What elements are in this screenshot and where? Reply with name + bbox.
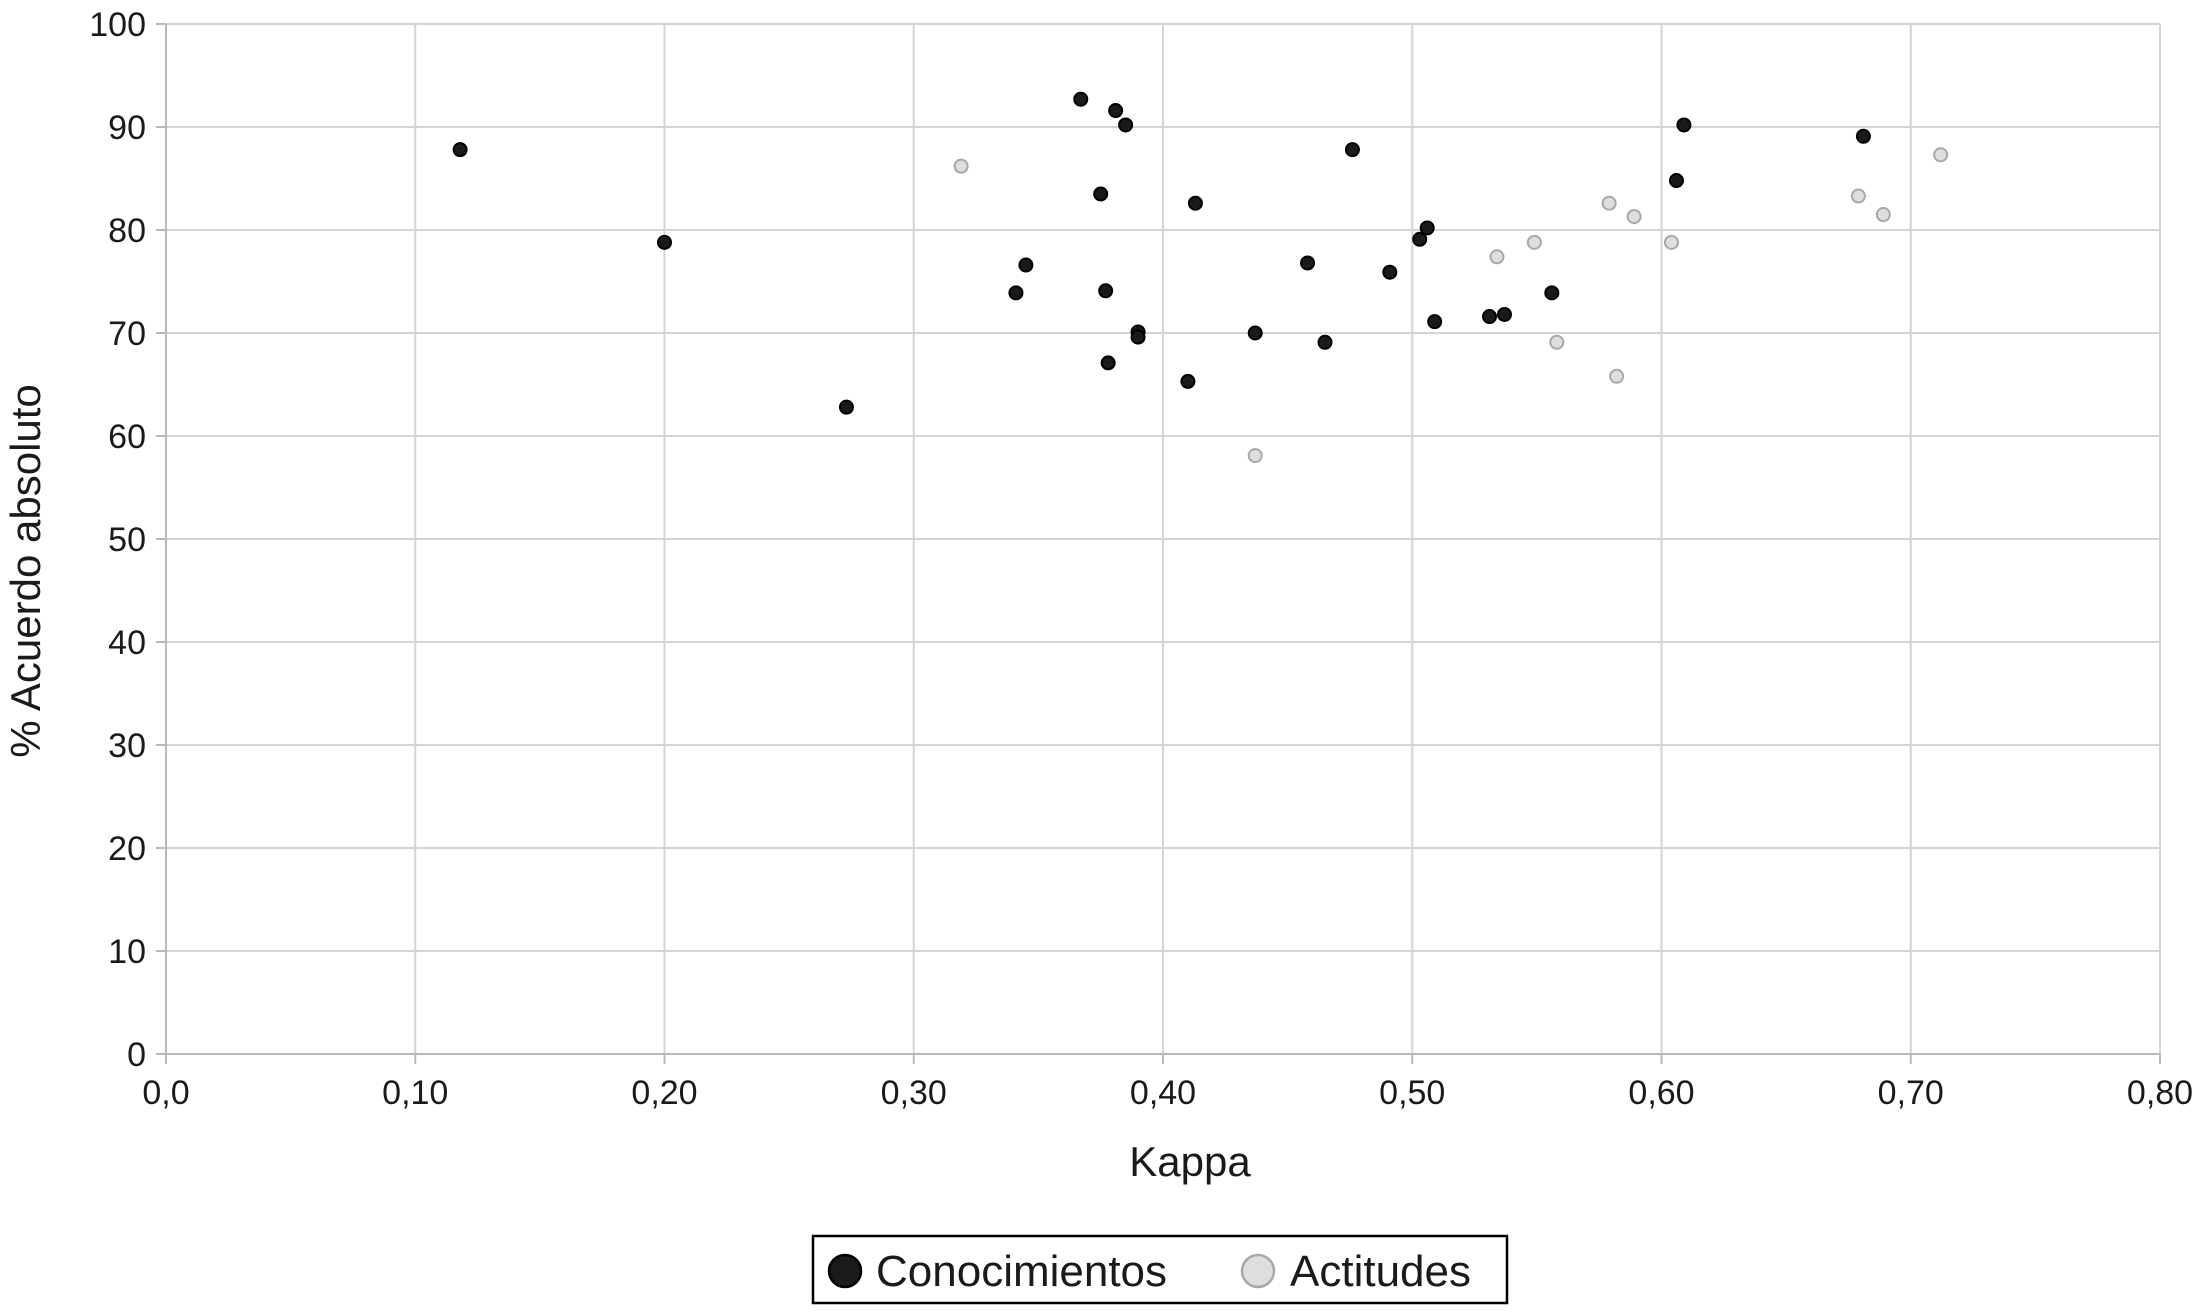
y-tick-label: 30 (108, 727, 146, 765)
point-actitudes (1663, 234, 1679, 250)
x-tick-label: 0,10 (382, 1074, 448, 1112)
point-conocimientos (1855, 128, 1871, 144)
point-conocimientos (657, 234, 672, 250)
point-conocimientos (1008, 285, 1024, 301)
point-actitudes (1850, 188, 1866, 204)
legend-marker-conocimientos (827, 1253, 863, 1289)
point-conocimientos (1496, 306, 1512, 322)
point-actitudes (1875, 207, 1891, 223)
point-conocimientos (1108, 103, 1124, 119)
y-tick-label: 100 (89, 6, 146, 44)
point-actitudes (1933, 147, 1949, 163)
x-tick-label: 0,40 (1130, 1074, 1196, 1112)
point-actitudes (1526, 234, 1542, 250)
point-conocimientos (452, 142, 468, 158)
point-conocimientos (1419, 220, 1435, 236)
point-conocimientos (1073, 91, 1089, 107)
point-conocimientos (1098, 283, 1114, 299)
y-axis-title: % Acuerdo absoluto (2, 384, 49, 758)
grid-lines (166, 23, 2161, 1054)
tick-labels: 0 10 20 30 40 50 60 70 80 90 100 0,0 0,10 0,20 0,30 0,4… (89, 6, 2193, 1112)
legend: Conocimientos Actitudes (811, 1234, 1509, 1305)
x-tick-label: 0,30 (881, 1074, 947, 1112)
point-conocimientos (1668, 173, 1684, 189)
legend-marker-actitudes (1240, 1253, 1276, 1289)
x-tick-label: 0,0 (142, 1074, 189, 1112)
point-conocimientos (1180, 373, 1196, 389)
point-conocimientos (1100, 355, 1116, 371)
point-conocimientos (1544, 285, 1560, 301)
x-tick-label: 0,60 (1628, 1074, 1694, 1112)
legend-box (811, 1234, 1509, 1305)
point-conocimientos (1427, 314, 1443, 330)
point-actitudes (1549, 334, 1565, 350)
point-conocimientos (1187, 195, 1203, 211)
point-actitudes (953, 158, 969, 174)
y-tick-label: 10 (108, 933, 146, 971)
axes (156, 23, 2161, 1064)
x-tick-label: 0,70 (1878, 1074, 1944, 1112)
point-conocimientos (1093, 186, 1109, 202)
y-tick-label: 90 (108, 109, 146, 147)
y-tick-label: 20 (108, 830, 146, 868)
data-points (452, 91, 1949, 464)
y-tick-label: 40 (108, 624, 146, 662)
point-actitudes (1609, 368, 1625, 384)
point-actitudes (1626, 209, 1642, 225)
x-tick-label: 0,20 (631, 1074, 697, 1112)
point-actitudes (1601, 195, 1617, 211)
point-conocimientos (1130, 329, 1146, 345)
point-conocimientos (1412, 231, 1428, 247)
point-conocimientos (1118, 117, 1134, 133)
x-axis-title: Kappa (1129, 1138, 1251, 1185)
y-tick-label: 50 (108, 521, 146, 559)
point-conocimientos (1317, 334, 1333, 350)
point-conocimientos (1482, 309, 1498, 325)
x-tick-label: 0,80 (2127, 1074, 2193, 1112)
y-tick-label: 80 (108, 212, 146, 250)
point-conocimientos (1344, 142, 1360, 158)
point-conocimientos (1247, 325, 1263, 341)
y-tick-label: 0 (127, 1036, 146, 1074)
point-conocimientos (1382, 264, 1398, 280)
point-conocimientos (1018, 257, 1034, 273)
legend-label-actitudes: Actitudes (1290, 1247, 1471, 1296)
point-conocimientos (838, 399, 854, 415)
point-actitudes (1489, 249, 1505, 265)
x-tick-label: 0,50 (1379, 1074, 1445, 1112)
legend-label-conocimientos: Conocimientos (876, 1247, 1167, 1296)
point-actitudes (1247, 448, 1263, 464)
y-tick-label: 70 (108, 315, 146, 353)
y-tick-label: 60 (108, 418, 146, 456)
point-conocimientos (1676, 117, 1692, 133)
point-conocimientos (1300, 255, 1316, 271)
